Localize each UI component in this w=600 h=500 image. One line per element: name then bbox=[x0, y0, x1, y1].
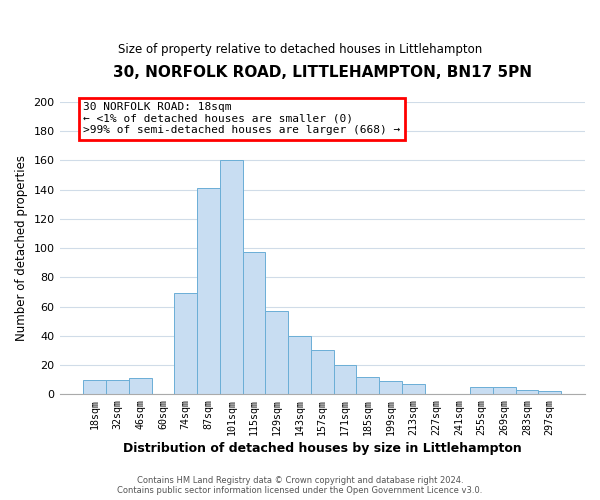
Bar bbox=[83, 380, 106, 394]
Text: Contains HM Land Registry data © Crown copyright and database right 2024.
Contai: Contains HM Land Registry data © Crown c… bbox=[118, 476, 482, 495]
X-axis label: Distribution of detached houses by size in Littlehampton: Distribution of detached houses by size … bbox=[123, 442, 521, 455]
Bar bbox=[538, 392, 561, 394]
Bar bbox=[379, 381, 402, 394]
Bar bbox=[493, 387, 515, 394]
Bar bbox=[288, 336, 311, 394]
Bar bbox=[515, 390, 538, 394]
Text: Size of property relative to detached houses in Littlehampton: Size of property relative to detached ho… bbox=[118, 42, 482, 56]
Bar bbox=[311, 350, 334, 394]
Bar bbox=[242, 252, 265, 394]
Bar bbox=[106, 380, 129, 394]
Text: 30 NORFOLK ROAD: 18sqm
← <1% of detached houses are smaller (0)
>99% of semi-det: 30 NORFOLK ROAD: 18sqm ← <1% of detached… bbox=[83, 102, 401, 135]
Bar bbox=[470, 387, 493, 394]
Bar bbox=[197, 188, 220, 394]
Bar bbox=[175, 294, 197, 394]
Bar bbox=[356, 376, 379, 394]
Bar bbox=[265, 311, 288, 394]
Bar bbox=[129, 378, 152, 394]
Bar bbox=[402, 384, 425, 394]
Title: 30, NORFOLK ROAD, LITTLEHAMPTON, BN17 5PN: 30, NORFOLK ROAD, LITTLEHAMPTON, BN17 5P… bbox=[113, 65, 532, 80]
Bar bbox=[220, 160, 242, 394]
Bar bbox=[334, 365, 356, 394]
Y-axis label: Number of detached properties: Number of detached properties bbox=[15, 155, 28, 341]
